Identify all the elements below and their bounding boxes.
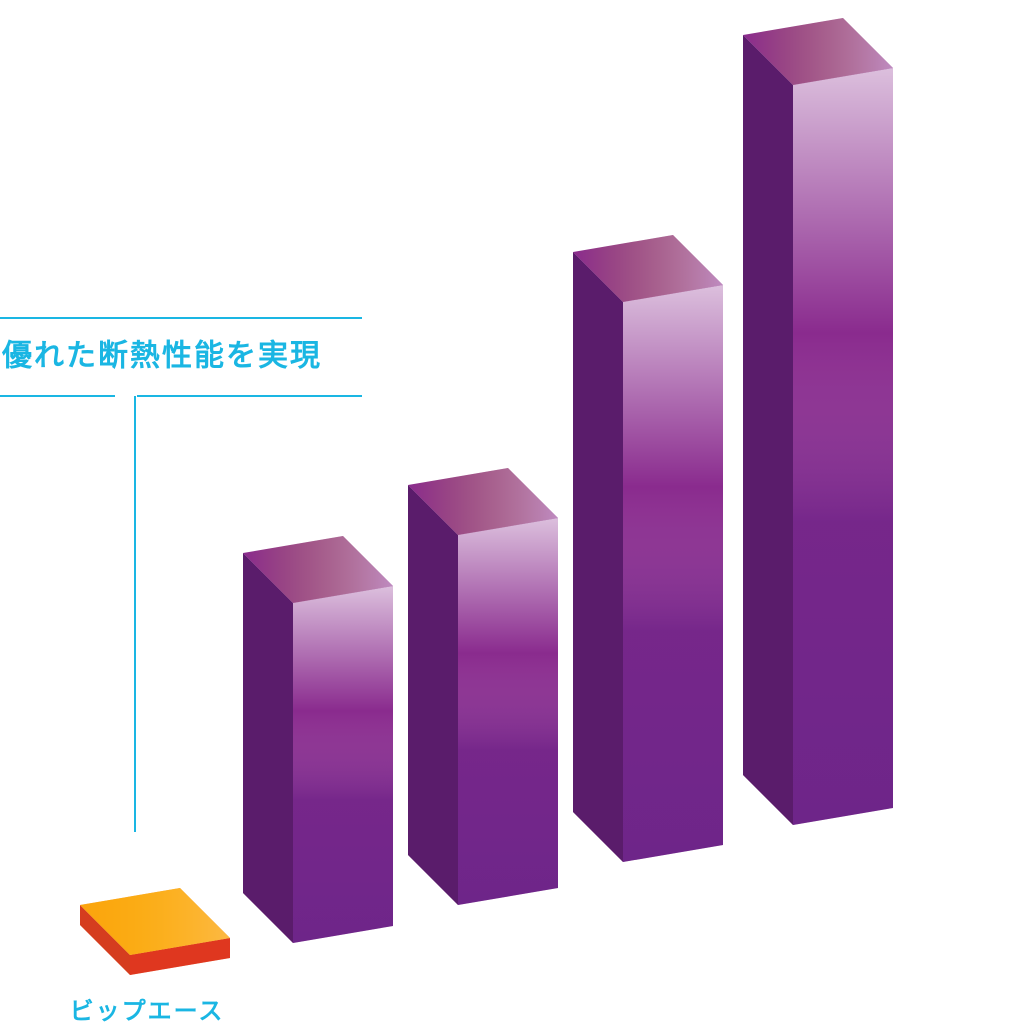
shade <box>793 68 893 825</box>
shade <box>80 905 130 975</box>
bar-side <box>408 485 458 905</box>
shade <box>130 938 230 975</box>
shade <box>243 553 293 943</box>
shade <box>408 485 458 905</box>
shade <box>408 468 558 535</box>
shade <box>243 536 393 603</box>
bar-side <box>743 35 793 825</box>
bar-side <box>80 905 130 975</box>
annotation-frame <box>0 317 362 832</box>
bar-side <box>573 252 623 862</box>
shade <box>573 252 623 862</box>
shade <box>743 18 893 85</box>
shade <box>623 285 723 862</box>
bar-side <box>243 553 293 943</box>
shade <box>743 35 793 825</box>
shade <box>573 235 723 302</box>
shade <box>80 888 230 955</box>
x-tick-label: ビップエース <box>70 997 225 1025</box>
shade <box>293 586 393 943</box>
annotation: 優れた断熱性能を実現 <box>1 339 322 374</box>
shade <box>458 518 558 905</box>
